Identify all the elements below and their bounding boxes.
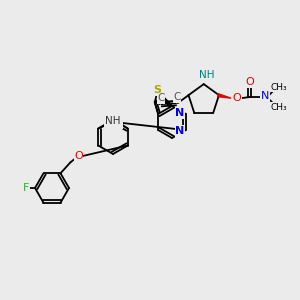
- Text: Cl: Cl: [111, 118, 122, 128]
- Text: F: F: [23, 183, 29, 193]
- Text: C: C: [157, 93, 164, 103]
- Text: CH₃: CH₃: [271, 103, 287, 112]
- Text: O: O: [74, 151, 83, 161]
- Text: CH₃: CH₃: [271, 83, 287, 92]
- Text: NH: NH: [199, 70, 214, 80]
- Text: NH: NH: [104, 116, 120, 127]
- Text: O: O: [245, 77, 254, 87]
- Text: S: S: [154, 85, 162, 95]
- Text: N: N: [261, 91, 269, 101]
- Text: N: N: [175, 126, 184, 136]
- Polygon shape: [218, 94, 231, 98]
- Text: C: C: [173, 92, 180, 102]
- Text: N: N: [175, 108, 184, 118]
- Text: O: O: [232, 93, 241, 103]
